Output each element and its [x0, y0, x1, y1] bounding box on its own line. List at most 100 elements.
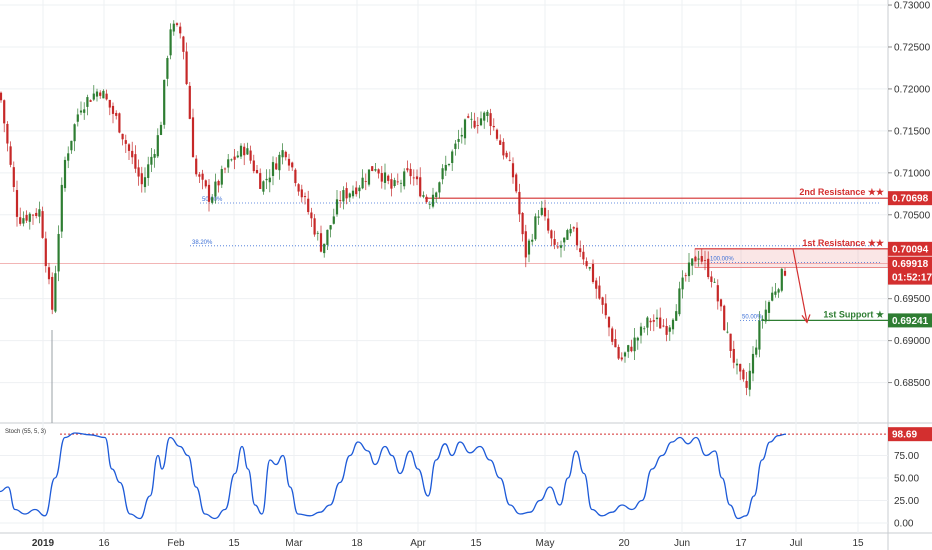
candle-body — [294, 169, 297, 184]
candle-body — [121, 133, 124, 140]
candle-body — [671, 319, 675, 330]
candle-body — [252, 160, 255, 172]
candle-body — [332, 216, 335, 224]
price-tick-label: 0.72500 — [894, 42, 931, 53]
candle-body — [422, 195, 425, 197]
price-axis[interactable]: 0.73000 0.72500 0.72000 0.71500 0.71000 0.705… — [888, 1, 932, 530]
candle-body — [70, 140, 73, 151]
candle-body — [367, 169, 371, 185]
price-tick-label: 0.68500 — [894, 378, 931, 389]
stoch-label: Stoch (55, 5, 3) — [5, 429, 46, 435]
candle-body — [284, 151, 287, 158]
candle-body — [419, 177, 422, 197]
candle-body — [729, 333, 732, 352]
time-tick-label: 15 — [852, 538, 864, 549]
candle-body — [703, 260, 707, 261]
candle-body — [230, 159, 233, 161]
candle-body — [566, 230, 569, 240]
candle-body — [300, 189, 303, 198]
candle-body — [239, 145, 243, 157]
candle-body — [361, 177, 364, 189]
candle-body — [707, 258, 710, 278]
candle-body — [761, 318, 764, 321]
candle-body — [479, 118, 483, 126]
candle-body — [297, 184, 300, 192]
candle-body — [147, 164, 150, 178]
candle-body — [460, 134, 463, 137]
time-tick-label: 15 — [228, 538, 240, 549]
candle-body — [524, 231, 527, 258]
candle-body — [569, 228, 572, 234]
level-badge-text: 0.69241 — [892, 316, 929, 327]
candle-body — [636, 337, 639, 341]
stoch-current-text: 98.69 — [892, 430, 917, 441]
candle-body — [563, 237, 566, 243]
level-badge — [888, 241, 932, 256]
candle-body — [335, 199, 339, 215]
candle-body — [329, 225, 332, 230]
candle-body — [355, 187, 358, 195]
candle-body — [511, 163, 515, 178]
candle-body — [124, 140, 127, 144]
candle-body — [492, 125, 495, 128]
candle-body — [579, 248, 582, 253]
candle-body — [527, 240, 531, 255]
candle-body — [687, 262, 691, 277]
countdown-text: 01:52:17 — [892, 273, 932, 284]
fib-label: 38.20% — [192, 240, 213, 246]
stoch-line — [0, 432, 787, 520]
candle-body — [415, 176, 419, 180]
candle-body — [598, 285, 601, 299]
candle-body — [438, 182, 441, 193]
candle-body — [179, 26, 182, 34]
candle-body — [723, 305, 726, 331]
time-axis[interactable]: 2019 16 Feb 15 Mar 18 Apr 15 May 20 Jun 17 Jul 15 — [32, 538, 864, 549]
candle-body — [716, 285, 719, 302]
candle-body — [425, 196, 428, 203]
candle-body — [217, 181, 220, 186]
candle-body — [447, 164, 451, 166]
level-label: 2nd Resistance ★★ — [799, 187, 885, 197]
candle-body — [259, 173, 262, 189]
candle-body — [767, 302, 771, 313]
candle-body — [28, 213, 31, 222]
candle-body — [108, 99, 111, 108]
candle-body — [374, 169, 377, 171]
candle-body — [617, 346, 620, 359]
candle-body — [739, 363, 742, 372]
candle-body — [377, 169, 380, 174]
candle-body — [166, 58, 169, 79]
level-lines: 2nd Resistance ★★ 1st Resistance ★★ 1st Su… — [0, 187, 888, 322]
candle-body — [51, 276, 54, 310]
candle-body — [265, 178, 268, 181]
candle-body — [127, 144, 131, 151]
candle-body — [726, 331, 729, 333]
candle-body — [223, 168, 227, 170]
candle-body — [89, 100, 92, 102]
candle-body — [409, 168, 412, 177]
candle-body — [131, 150, 134, 158]
price-tick-label: 0.73000 — [894, 1, 931, 12]
projection-arrow — [792, 248, 811, 324]
fib-label: 50.00% — [742, 314, 763, 320]
candle-body — [313, 218, 316, 235]
candle-body — [140, 173, 143, 185]
price-tick-label: 0.71000 — [894, 168, 931, 179]
candle-body — [19, 217, 22, 224]
candle-body — [47, 267, 51, 280]
candle-body — [275, 163, 278, 170]
candle-body — [351, 190, 355, 197]
candle-body — [291, 162, 294, 168]
candle-body — [195, 158, 198, 175]
candle-body — [428, 203, 431, 205]
time-tick-label: 17 — [735, 538, 747, 549]
stoch-tick-label: 25.00 — [894, 496, 919, 507]
time-tick-label: 20 — [618, 538, 630, 549]
candle-body — [742, 369, 745, 380]
candle-body — [623, 352, 627, 357]
candle-body — [60, 184, 63, 232]
candle-body — [627, 345, 630, 352]
candle-body — [243, 146, 246, 156]
price-tick-label: 0.71500 — [894, 126, 931, 137]
